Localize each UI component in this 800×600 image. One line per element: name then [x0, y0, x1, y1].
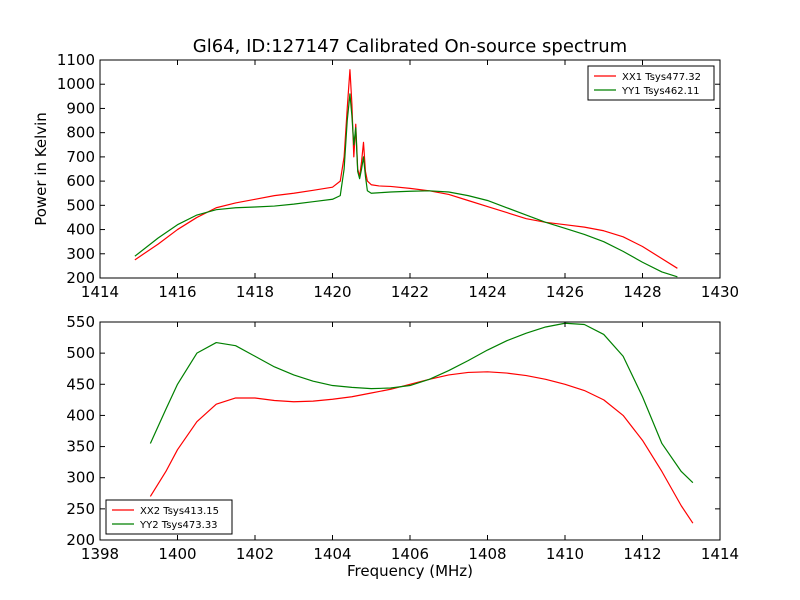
- series-line-green: [149, 322, 694, 484]
- x-tick-label: 1414: [701, 545, 739, 563]
- y-tick-label: 200: [66, 531, 95, 549]
- x-tick-label: 1404: [313, 545, 351, 563]
- y-tick-label: 250: [66, 500, 95, 518]
- x-axis-label: Frequency (MHz): [347, 562, 473, 580]
- figure-title: Gl64, ID:127147 Calibrated On-source spe…: [193, 36, 627, 57]
- x-tick-label: 1424: [468, 283, 506, 301]
- legend-box: [105, 499, 233, 535]
- top-plot: 1414 1416 1418 1420 1422 1424 1426 1428 1430 200 3…: [32, 51, 739, 301]
- x-tick-label: 1418: [236, 283, 274, 301]
- y-tick-label: 350: [66, 438, 95, 456]
- y-tick-label: 200: [66, 269, 95, 287]
- x-tick-label: 1402: [236, 545, 274, 563]
- x-tick-label: 1420: [313, 283, 351, 301]
- legend-entry: XX1 Tsys477.32: [622, 72, 701, 83]
- x-tick-label: 1422: [391, 283, 429, 301]
- x-tick-label: 1414: [81, 283, 119, 301]
- y-tick-label: 800: [66, 124, 95, 142]
- legend-box: [587, 65, 715, 101]
- x-tick-label: 1398: [81, 545, 119, 563]
- bottom-plot: 1398 1400 1402 1404 1406 1408 1410 1412 1414 200 2…: [66, 313, 739, 580]
- x-tick-label: 1416: [158, 283, 196, 301]
- x-tick-label: 1406: [391, 545, 429, 563]
- y-tick-label: 300: [66, 245, 95, 263]
- y-tick-label: 450: [66, 375, 95, 393]
- y-tick-label: 400: [66, 406, 95, 424]
- y-tick-label: 500: [66, 196, 95, 214]
- y-tick-label: 1100: [57, 51, 95, 69]
- y-tick-label: 300: [66, 469, 95, 487]
- legend: XX2 Tsys413.15 YY2 Tsys473.33: [105, 499, 233, 535]
- x-tick-label: 1426: [546, 283, 584, 301]
- y-tick-label: 400: [66, 221, 95, 239]
- y-tick-label: 900: [66, 99, 95, 117]
- y-tick-label: 700: [66, 148, 95, 166]
- x-tick-label: 1430: [701, 283, 739, 301]
- x-tick-label: 1428: [623, 283, 661, 301]
- x-tick-label: 1410: [546, 545, 584, 563]
- legend-entry: YY2 Tsys473.33: [139, 520, 218, 531]
- legend: XX1 Tsys477.32 YY1 Tsys462.11: [587, 65, 715, 101]
- y-tick-label: 500: [66, 344, 95, 362]
- series-line-green: [134, 93, 678, 278]
- y-tick-label: 550: [66, 313, 95, 331]
- x-tick-label: 1400: [158, 545, 196, 563]
- x-tick-label: 1412: [623, 545, 661, 563]
- legend-entry: XX2 Tsys413.15: [140, 506, 219, 517]
- x-tick-label: 1408: [468, 545, 506, 563]
- y-tick-label: 600: [66, 172, 95, 190]
- y-axis-label: Power in Kelvin: [32, 112, 50, 226]
- y-tick-label: 1000: [57, 75, 95, 93]
- legend-entry: YY1 Tsys462.11: [621, 86, 700, 97]
